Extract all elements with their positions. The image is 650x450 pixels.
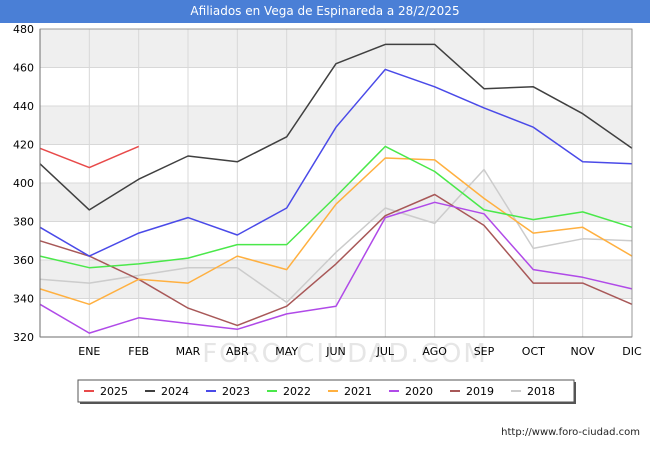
x-tick-label: JUL [376,345,395,358]
x-tick-label: OCT [522,345,545,358]
watermark: FORO-CIUDAD.COM [202,339,488,369]
y-tick-label: 340 [13,293,34,306]
y-tick-label: 400 [13,177,34,190]
series-line-2021 [39,157,633,306]
legend-label-2023: 2023 [222,385,250,398]
x-tick-label: AGO [422,345,447,358]
y-tick-label: 440 [13,100,34,113]
y-tick-label: 480 [13,23,34,36]
legend-label-2020: 2020 [405,385,433,398]
footer-url[interactable]: http://www.foro-ciudad.com [501,427,640,438]
legend-label-2018: 2018 [527,385,555,398]
legend-label-2025: 2025 [100,385,128,398]
legend-label-2021: 2021 [344,385,372,398]
series-line-2020 [39,201,633,334]
x-tick-label: MAY [275,345,298,358]
series-line-2018 [39,168,633,304]
legend-label-2019: 2019 [466,385,494,398]
legend-label-2022: 2022 [283,385,311,398]
x-tick-label: MAR [176,345,201,358]
series-line-2024 [39,43,633,211]
y-tick-label: 460 [13,62,34,75]
series-line-2022 [39,145,633,269]
x-tick-label: ABR [226,345,249,358]
series-line-2025 [39,145,139,169]
title-bar [0,0,650,23]
y-tick-label: 320 [13,331,34,344]
legend-box [77,379,575,403]
y-tick-label: 360 [13,254,34,267]
x-tick-label: NOV [571,345,596,358]
x-tick-label: ENE [78,345,100,358]
plot-border [39,28,633,338]
x-tick-label: DIC [622,345,642,358]
series-line-2023 [39,68,633,257]
chart-title: Afiliados en Vega de Espinareda a 28/2/2… [190,4,460,18]
x-tick-label: FEB [128,345,149,358]
x-tick-label: JUN [325,345,346,358]
y-tick-label: 420 [13,139,34,152]
y-tick-label: 380 [13,216,34,229]
x-tick-label: SEP [474,345,495,358]
legend-label-2024: 2024 [161,385,189,398]
